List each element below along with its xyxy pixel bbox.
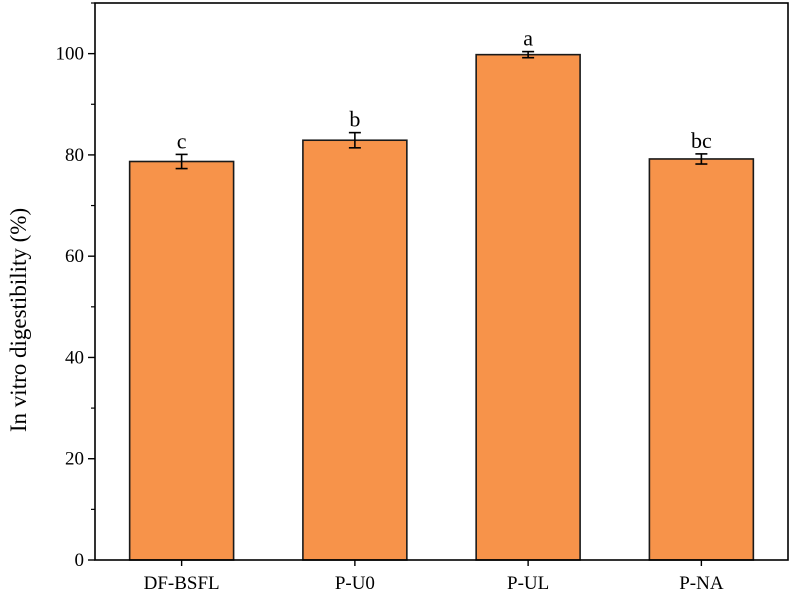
y-tick-label: 80: [65, 145, 84, 166]
bar: [475, 53, 581, 561]
y-tick-label: 60: [65, 246, 84, 267]
bar: [648, 158, 755, 561]
y-tick-label: 0: [75, 550, 85, 571]
bar: [128, 160, 235, 561]
x-tick-label: P-UL: [507, 573, 549, 594]
significance-label: a: [523, 26, 533, 51]
x-tick-label: P-NA: [679, 573, 724, 594]
x-tick-label: DF-BSFL: [144, 573, 220, 594]
y-tick-label: 100: [56, 44, 85, 65]
y-axis-label: In vitro digestibility (%): [6, 208, 31, 432]
significance-label: bc: [691, 128, 712, 153]
significance-label: c: [177, 128, 187, 153]
x-tick-label: P-U0: [335, 573, 375, 594]
bar: [302, 139, 408, 561]
y-tick-label: 40: [65, 347, 84, 368]
significance-label: b: [349, 107, 360, 132]
y-tick-label: 20: [65, 449, 84, 470]
labels: c b a bc 0 20 40 60 80 100 DF-BSFL P-U0 P-UL P-NA: [56, 26, 724, 594]
plot-frame: [94, 2, 789, 561]
error-bars: [175, 50, 708, 170]
axes: [88, 2, 789, 566]
bars: [128, 53, 755, 561]
